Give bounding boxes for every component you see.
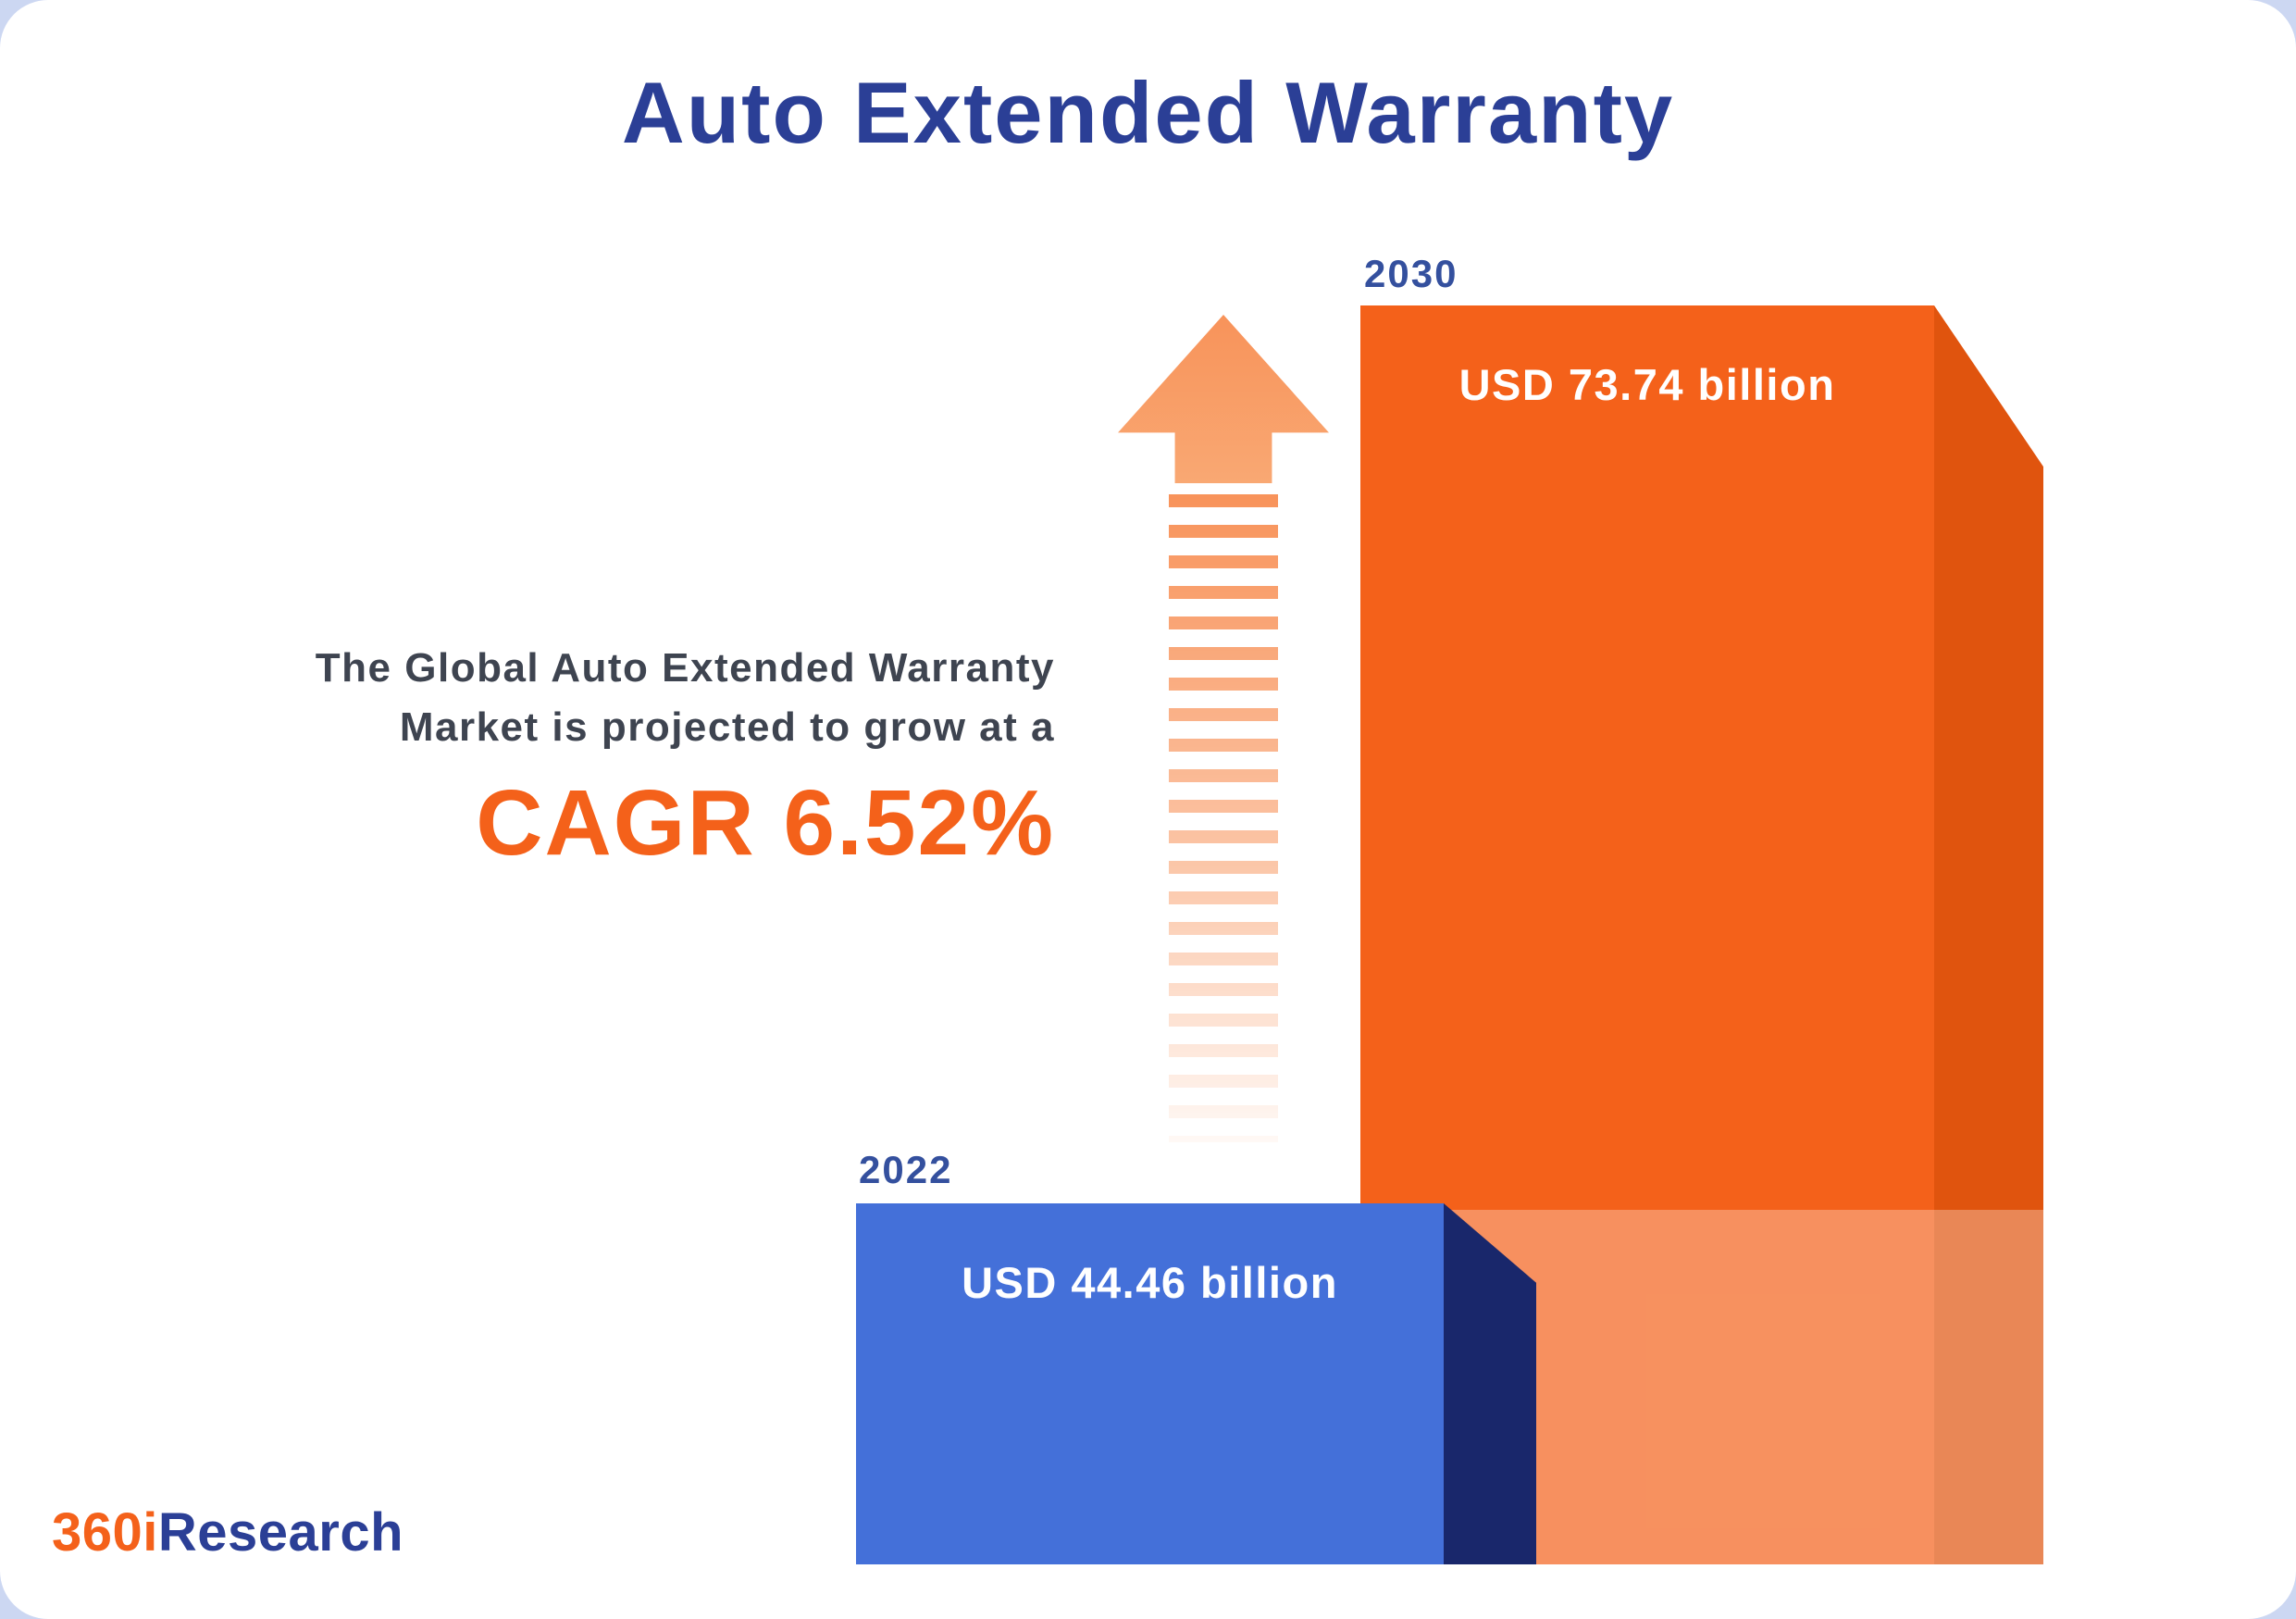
growth-arrow-icon <box>1118 315 1329 483</box>
bar-2030-light-overlay <box>1444 1210 2043 1564</box>
page-title: Auto Extended Warranty <box>621 64 1675 161</box>
logo-360iresearch: 360iResearch <box>52 1501 403 1563</box>
bar-2030-value-label: USD 73.74 billion <box>1458 360 1836 409</box>
bar-2022-front <box>856 1203 1444 1564</box>
cagr-value: CAGR 6.52% <box>476 771 1055 875</box>
annotation-block: The Global Auto Extended Warranty Market… <box>130 639 1055 877</box>
logo-prefix: 360i <box>52 1502 158 1563</box>
bar-2030-year-label: 2030 <box>1364 252 1458 295</box>
growth-arrow-dashes <box>1169 494 1278 1142</box>
logo-suffix: Research <box>157 1502 404 1563</box>
annotation-line-2: Market is projected to grow at a <box>399 704 1055 750</box>
bar-2030-side <box>1934 305 2043 1564</box>
bar-2022-year-label: 2022 <box>859 1148 953 1191</box>
bar-2022-value-label: USD 44.46 billion <box>962 1258 1338 1307</box>
annotation-line-1: The Global Auto Extended Warranty <box>315 645 1055 691</box>
